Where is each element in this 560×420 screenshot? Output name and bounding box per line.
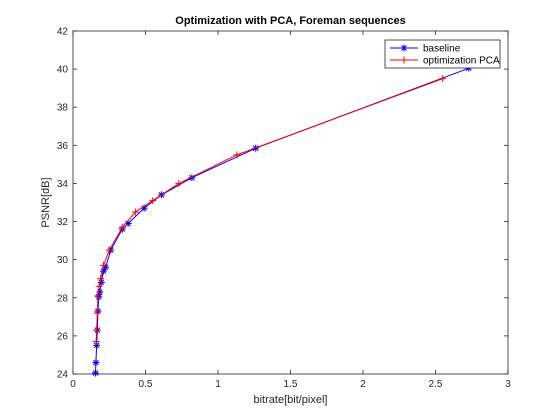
data-point-baseline [91, 369, 99, 377]
y-tick-label: 40 [57, 65, 69, 76]
legend-marker-optimization-pca [400, 56, 408, 64]
data-point-optimization-pca [131, 208, 139, 216]
chart-title: Optimization with PCA, Foreman sequences [175, 15, 405, 27]
legend-marker-glyph [400, 56, 408, 64]
legend-entry-optimization-pca: optimization PCA [423, 56, 500, 67]
data-point-optimization-pca [92, 338, 100, 346]
x-tick-label: 2.5 [429, 379, 443, 390]
y-tick-label: 38 [57, 103, 69, 114]
data-point-optimization-pca [99, 261, 107, 269]
data-point-baseline [95, 293, 103, 301]
data-point-baseline [96, 288, 104, 296]
plot-area [73, 31, 508, 374]
data-point-optimization-pca [118, 223, 126, 231]
data-point-optimization-pca [439, 75, 447, 83]
y-tick-label: 26 [57, 331, 69, 342]
legend-entry-baseline: baseline [423, 44, 461, 55]
y-tick-label: 24 [57, 370, 69, 381]
y-axis-label: PSNR[dB] [40, 177, 52, 227]
y-tick-label: 32 [57, 217, 69, 228]
x-tick-label: 1.5 [284, 379, 298, 390]
y-tick-label: 42 [57, 27, 69, 38]
data-point-baseline [97, 279, 105, 287]
data-point-optimization-pca [93, 309, 101, 317]
legend-marker-baseline [400, 44, 408, 52]
data-point-optimization-pca [94, 292, 102, 300]
data-point-baseline [92, 359, 100, 367]
x-tick-label: 2 [360, 379, 366, 390]
data-point-optimization-pca [93, 326, 101, 334]
data-point-optimization-pca [97, 275, 105, 283]
data-point-optimization-pca [149, 197, 157, 205]
x-tick-label: 3 [505, 379, 511, 390]
data-point-optimization-pca [95, 282, 103, 290]
y-tick-label: 36 [57, 141, 69, 152]
x-tick-label: 0.5 [139, 379, 153, 390]
data-point-optimization-pca [105, 246, 113, 254]
y-tick-label: 34 [57, 179, 69, 190]
y-tick-label: 30 [57, 255, 69, 266]
y-tick-label: 28 [57, 293, 69, 304]
x-axis-label: bitrate[bit/pixel] [254, 394, 328, 406]
data-point-optimization-pca [233, 151, 241, 159]
x-tick-label: 0 [70, 379, 76, 390]
data-point-optimization-pca [175, 179, 183, 187]
legend: baseline optimization PCA [384, 39, 501, 69]
x-tick-label: 1 [215, 379, 221, 390]
legend-marker-glyph [400, 44, 408, 52]
tick-layer: 0 0.5 1 1.5 2 2.5 3 24 26 28 30 32 34 36 38 40 42 [57, 27, 511, 391]
